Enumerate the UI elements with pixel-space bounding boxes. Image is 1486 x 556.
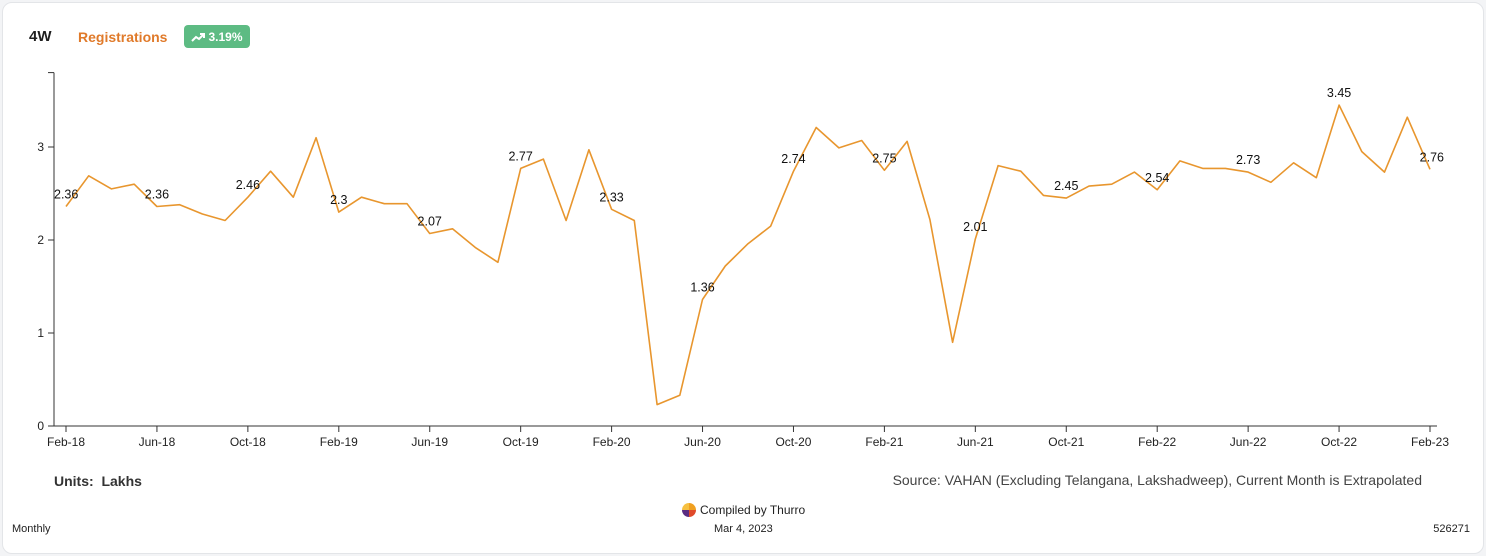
data-label: 2.77 (508, 149, 532, 163)
data-label: 2.74 (781, 152, 805, 166)
units-info: Units: Lakhs (54, 473, 142, 489)
x-tick-label: Feb-22 (1138, 435, 1176, 449)
y-tick-label: 1 (37, 326, 44, 340)
y-tick-label: 3 (37, 140, 44, 154)
x-tick-label: Oct-20 (775, 435, 811, 449)
data-label: 2.33 (599, 190, 623, 204)
y-tick-label: 0 (37, 419, 44, 433)
units-value: Lakhs (101, 473, 142, 489)
compiled-date: Mar 4, 2023 (714, 523, 773, 535)
record-id: 526271 (1433, 523, 1470, 535)
segment-label: 4W (29, 28, 52, 45)
x-tick-label: Jun-21 (957, 435, 994, 449)
data-label: 2.36 (145, 188, 169, 202)
data-label: 2.46 (236, 178, 260, 192)
compiled-by-text: Compiled by Thurro (700, 503, 806, 517)
source-note: Source: VAHAN (Excluding Telangana, Laks… (892, 472, 1422, 488)
x-tick-label: Jun-19 (411, 435, 448, 449)
x-tick-label: Feb-18 (47, 435, 85, 449)
x-tick-label: Oct-18 (230, 435, 266, 449)
x-tick-label: Jun-22 (1230, 435, 1267, 449)
x-tick-label: Oct-22 (1321, 435, 1357, 449)
data-label: 2.07 (418, 214, 442, 228)
trend-up-icon (191, 32, 206, 42)
units-label: Units: (54, 473, 94, 489)
x-tick-label: Feb-23 (1411, 435, 1449, 449)
data-label: 2.76 (1420, 150, 1444, 164)
x-tick-label: Oct-19 (503, 435, 539, 449)
series-line (65, 104, 1431, 406)
change-value: 3.19% (208, 29, 243, 44)
data-label: 2.36 (54, 188, 78, 202)
data-label: 2.73 (1236, 153, 1260, 167)
thurro-logo-icon (682, 503, 696, 517)
data-label: 2.3 (330, 193, 347, 207)
change-badge: 3.19% (184, 25, 250, 48)
x-tick-label: Feb-19 (320, 435, 358, 449)
x-tick-label: Feb-21 (865, 435, 903, 449)
x-tick-label: Jun-18 (139, 435, 176, 449)
data-label: 2.54 (1145, 171, 1169, 185)
y-tick-label: 2 (37, 233, 44, 247)
x-tick-label: Jun-20 (684, 435, 721, 449)
compiled-by: Compiled by Thurro (682, 503, 805, 517)
data-label: 2.75 (872, 151, 896, 165)
frequency-label: Monthly (12, 523, 51, 535)
data-label: 1.36 (690, 281, 714, 295)
data-label: 2.01 (963, 220, 987, 234)
metric-label: Registrations (78, 29, 168, 45)
x-tick-label: Feb-20 (593, 435, 631, 449)
data-label: 3.45 (1327, 86, 1351, 100)
data-label: 2.45 (1054, 179, 1078, 193)
x-tick-label: Oct-21 (1048, 435, 1084, 449)
